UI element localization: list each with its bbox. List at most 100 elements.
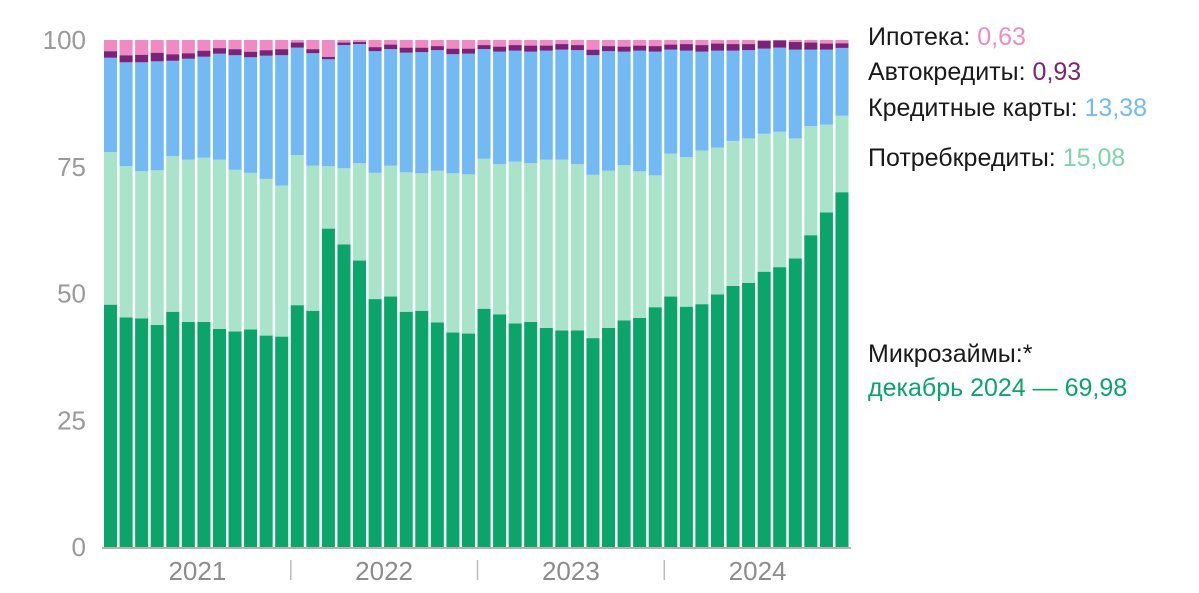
bar-auto-12 [290,42,304,48]
bar-consumer-20 [415,173,429,311]
bar-mortgage-17 [368,40,382,48]
bar-mortgage-2 [135,40,149,55]
bar-mortgage-47 [835,40,849,44]
bar-micro-31 [586,338,600,547]
bar-micro-3 [150,324,164,547]
bar-auto-16 [353,42,367,45]
bar-consumer-15 [337,168,351,245]
bar-mortgage-12 [290,40,304,43]
bar-auto-32 [602,46,616,52]
bar-mortgage-26 [508,40,522,46]
legend-cards: Кредитные карты: 13,38 [868,93,1147,123]
legend-auto-label: Автокредиты: [868,58,1033,86]
bar-cards-46 [819,49,833,125]
legend-consumer-label: Потребкредиты: [868,144,1063,172]
bar-consumer-7 [212,159,226,329]
bar-cards-9 [244,57,258,173]
bar-micro-5 [181,321,195,547]
bar-mortgage-19 [399,40,413,48]
bar-consumer-45 [804,126,818,236]
bar-consumer-30 [570,164,584,331]
bar-cards-41 [742,50,756,139]
x-year-label-2022: 2022 [355,556,413,586]
bar-consumer-46 [819,124,833,213]
bar-auto-17 [368,47,382,52]
bar-cards-25 [493,51,507,165]
bar-cards-44 [788,49,802,139]
bar-micro-1 [119,317,133,547]
bar-mortgage-5 [181,40,195,54]
bar-mortgage-32 [602,40,616,47]
bar-auto-3 [150,52,164,62]
bar-mortgage-45 [804,40,818,43]
bar-auto-13 [306,49,320,54]
bar-consumer-40 [726,140,740,286]
bar-mortgage-6 [197,40,211,51]
bar-mortgage-3 [150,40,164,53]
bar-cards-11 [275,55,289,186]
bar-cards-4 [166,60,180,157]
bar-micro-34 [633,317,647,547]
bar-consumer-16 [353,163,367,261]
bar-auto-14 [321,56,335,60]
bar-cards-37 [679,50,693,158]
bar-cards-24 [477,49,491,159]
bar-auto-22 [446,48,460,55]
bar-mortgage-14 [321,40,335,57]
bar-consumer-37 [679,157,693,307]
bar-micro-20 [415,310,429,547]
bar-auto-47 [835,43,849,48]
bar-auto-44 [788,42,802,50]
bar-mortgage-4 [166,40,180,55]
bar-micro-25 [493,314,507,547]
bar-cards-30 [570,50,584,165]
bar-micro-2 [135,318,149,547]
bar-mortgage-21 [430,40,444,47]
legend-mortgage-value: 0,63 [977,23,1026,51]
bar-mortgage-33 [617,40,631,47]
bar-auto-9 [244,51,258,58]
bar-mortgage-7 [212,40,226,49]
bar-auto-4 [166,54,180,61]
bar-auto-15 [337,42,351,46]
bar-consumer-28 [539,159,553,328]
bar-micro-19 [399,311,413,547]
bar-mortgage-9 [244,40,258,52]
bar-micro-18 [384,296,398,547]
bar-consumer-2 [135,171,149,319]
bar-micro-43 [773,267,787,547]
bar-auto-18 [384,44,398,50]
bar-auto-29 [555,44,569,50]
bar-micro-47 [835,192,849,547]
bar-mortgage-44 [788,40,802,43]
bar-auto-34 [633,45,647,51]
bar-consumer-39 [710,147,724,295]
bar-micro-10 [259,335,273,547]
bar-cards-13 [306,53,320,166]
bar-mortgage-40 [726,40,740,45]
bar-cards-22 [446,54,460,174]
bar-cards-26 [508,50,522,162]
bar-consumer-36 [664,153,678,297]
bar-consumer-18 [384,165,398,297]
bar-micro-27 [524,321,538,547]
bar-cards-0 [104,57,118,153]
bar-auto-35 [648,46,662,52]
bars [104,40,849,547]
bar-consumer-47 [835,115,849,193]
bar-micro-32 [602,327,616,547]
bar-auto-40 [726,44,740,51]
bar-auto-19 [399,47,413,53]
bar-micro-14 [321,228,335,547]
bar-auto-1 [119,55,133,63]
bar-cards-14 [321,59,335,167]
bar-consumer-9 [244,172,258,330]
bar-micro-17 [368,299,382,547]
bar-consumer-24 [477,158,491,309]
bar-cards-6 [197,56,211,158]
bar-micro-28 [539,327,553,547]
y-tick-label-25: 25 [57,405,86,435]
bar-auto-0 [104,51,118,58]
bar-micro-37 [679,306,693,547]
bar-mortgage-11 [275,40,289,50]
